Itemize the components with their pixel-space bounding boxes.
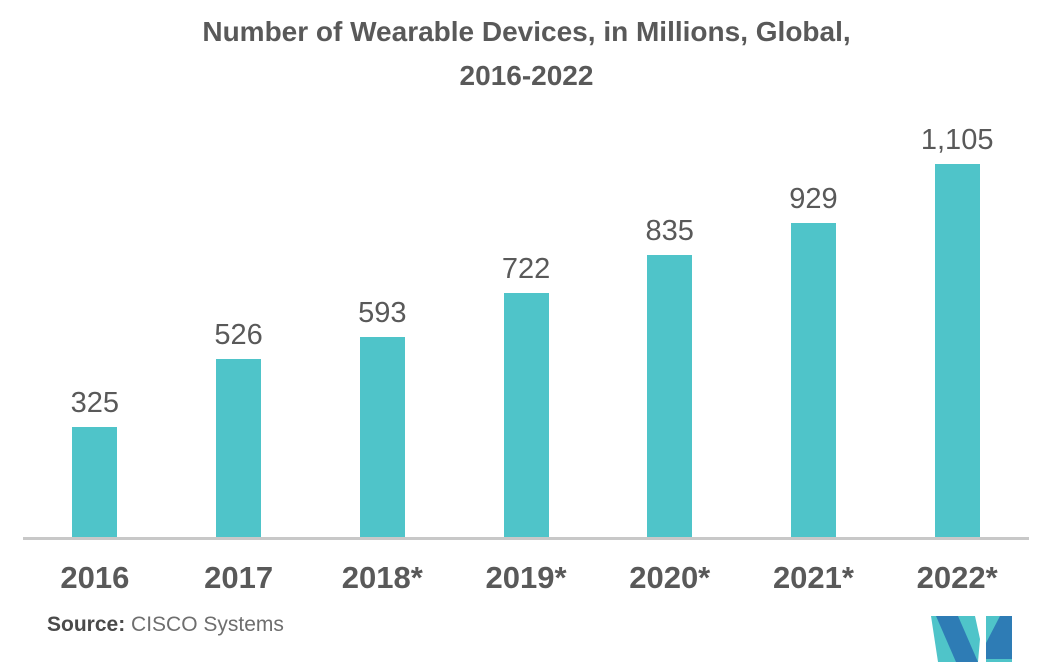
bar <box>790 223 836 537</box>
x-axis-label: 2022* <box>916 560 998 595</box>
x-axis-label: 2018* <box>341 560 423 595</box>
x-axis-label: 2021* <box>772 560 854 595</box>
x-axis-label: 2017 <box>204 560 274 595</box>
x-axis-label: 2016 <box>60 560 130 595</box>
bar <box>503 293 549 537</box>
bar-value-label: 325 <box>70 387 120 419</box>
bar-value-label: 835 <box>645 215 694 247</box>
bar-column: 526 <box>167 319 311 537</box>
bar <box>72 427 118 537</box>
chart-title-line2: 2016-2022 <box>459 60 594 91</box>
bar <box>216 359 262 537</box>
chart-title-line1: Number of Wearable Devices, in Millions,… <box>202 16 851 47</box>
source-note: Source: CISCO Systems <box>47 613 284 637</box>
bar-value-label: 1,105 <box>920 124 994 156</box>
page-title: Number of Wearable Devices, in Millions,… <box>0 10 1053 98</box>
x-axis-line <box>23 537 1029 540</box>
bar-column: 325 <box>23 387 167 537</box>
x-axis-label: 2019* <box>485 560 567 595</box>
source-text: CISCO Systems <box>125 613 284 636</box>
bar-value-label: 929 <box>789 183 838 215</box>
bar-column: 835 <box>598 215 742 537</box>
bar-value-label: 526 <box>214 319 263 351</box>
source-label: Source: <box>47 613 126 636</box>
logo-right-blue-shape <box>986 616 1012 659</box>
bar-column: 929 <box>742 183 886 537</box>
mordor-intelligence-logo-icon <box>931 616 1012 662</box>
bar-value-label: 722 <box>501 253 551 285</box>
bar <box>359 337 405 537</box>
bar <box>647 255 693 537</box>
bar-column: 722 <box>454 253 598 537</box>
chart: 325 526 593 722 835 929 1,105 2016 2017 2018* 201… <box>23 119 1029 596</box>
logo-left-blue-band <box>936 616 978 662</box>
x-axis-label: 2020* <box>629 560 711 595</box>
bar <box>934 164 980 537</box>
bar-column: 593 <box>310 297 454 537</box>
x-axis-labels: 2016 2017 2018* 2019* 2020* 2021* 2022* <box>23 540 1029 596</box>
plot-area: 325 526 593 722 835 929 1,105 <box>23 119 1029 537</box>
bar-value-label: 593 <box>358 297 407 329</box>
bar-column: 1,105 <box>885 124 1029 537</box>
